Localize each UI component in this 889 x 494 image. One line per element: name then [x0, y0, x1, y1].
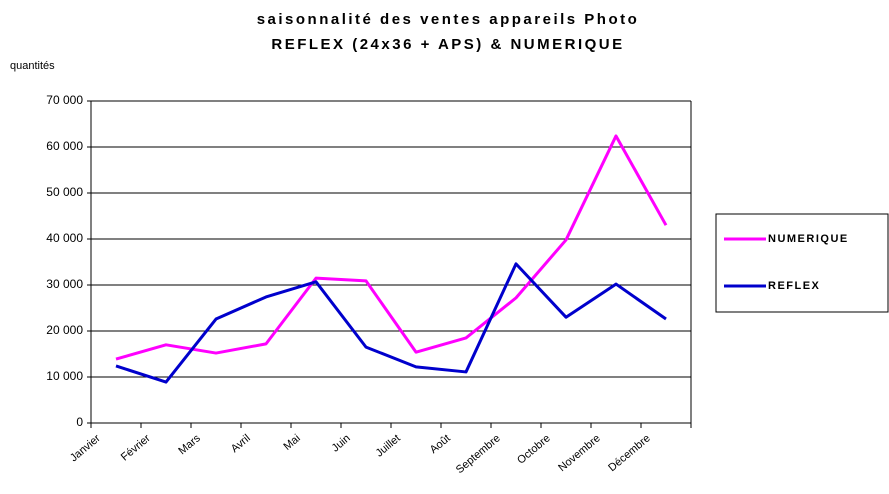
x-tick-label: Mars	[176, 432, 203, 457]
y-tick-label: 70 000	[46, 93, 83, 107]
x-tick-label: Septembre	[454, 432, 503, 476]
x-tick-label: Juin	[330, 432, 353, 454]
y-tick-label: 40 000	[46, 231, 83, 245]
x-tick-label: Janvier	[68, 432, 103, 464]
y-tick-label: 20 000	[46, 323, 83, 337]
y-tick-label: 10 000	[46, 369, 83, 383]
chart-title: REFLEX (24x36 + APS) & NUMERIQUE	[271, 36, 624, 53]
x-tick-label: Mai	[281, 432, 302, 453]
x-tick-label: Octobre	[515, 432, 553, 466]
y-tick-label: 30 000	[46, 277, 83, 291]
x-tick-label: Avril	[229, 432, 253, 455]
x-tick-label: Juillet	[374, 432, 403, 459]
x-tick-label: Février	[119, 432, 153, 463]
x-tick-label: Novembre	[556, 432, 603, 474]
y-tick-label: 0	[76, 415, 83, 429]
y-axis-label: quantités	[10, 60, 55, 72]
legend-box	[715, 213, 889, 313]
x-tick-label: Décembre	[606, 432, 653, 474]
chart-title: saisonnalité des ventes appareils Photo	[257, 11, 640, 28]
legend-label: REFLEX	[768, 280, 820, 292]
x-tick-label: Août	[428, 432, 453, 456]
series-line	[115, 134, 668, 361]
y-tick-label: 60 000	[46, 139, 83, 153]
series-line	[115, 262, 667, 384]
legend-label: NUMERIQUE	[768, 233, 849, 245]
y-tick-label: 50 000	[46, 185, 83, 199]
